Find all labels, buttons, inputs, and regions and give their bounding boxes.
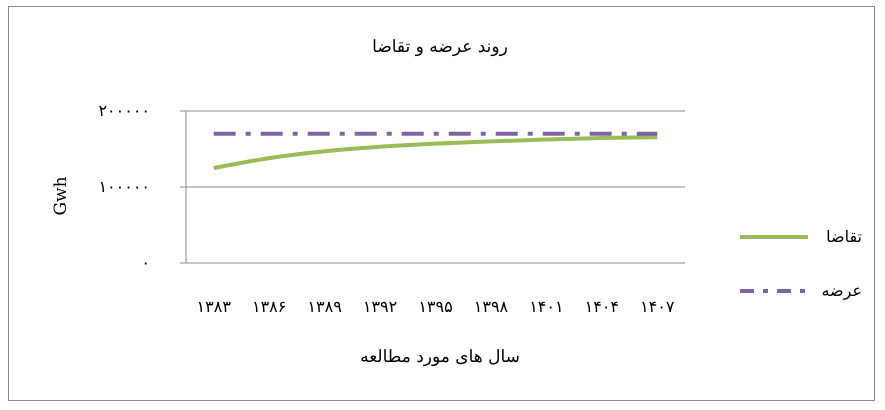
y-tick-label: ۲۰۰۰۰۰ xyxy=(98,101,150,120)
y-tick-label: ۰ xyxy=(141,253,150,272)
x-tick-label: ۱۳۸۶ xyxy=(252,297,286,316)
x-tick-label: ۱۳۹۸ xyxy=(474,297,509,316)
x-tick-label: ۱۳۸۹ xyxy=(307,297,341,316)
chart-title: روند عرضه و تقاضا xyxy=(372,37,508,57)
legend-label-2: عرضه xyxy=(821,281,862,300)
x-tick-label: ۱۴۰۴ xyxy=(585,297,619,316)
y-tick-label: ۱۰۰۰۰۰ xyxy=(98,177,150,196)
x-tick-label: ۱۳۹۲ xyxy=(363,297,397,316)
chart-frame xyxy=(8,6,875,401)
x-tick-label: ۱۴۰۱ xyxy=(529,297,563,316)
legend-label-1: تقاضا xyxy=(826,227,862,246)
series-line-1 xyxy=(213,135,658,170)
x-tick-label: ۱۳۹۵ xyxy=(418,297,452,316)
y-axis-title: Gwh xyxy=(51,176,71,215)
x-tick-label: ۱۳۸۳ xyxy=(197,297,232,316)
x-tick-label: ۱۴۰۷ xyxy=(640,297,675,316)
x-axis-title: سال های مورد مطالعه xyxy=(360,347,520,367)
